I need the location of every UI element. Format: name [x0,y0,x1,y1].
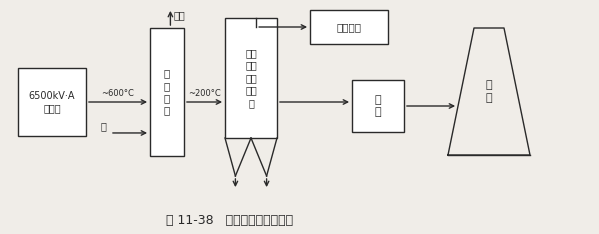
Text: 余
热
锅
炉: 余 热 锅 炉 [164,68,170,116]
Bar [310,10,388,44]
Bar [225,18,277,138]
Text: ~600°C: ~600°C [102,89,134,98]
Text: 6500kV·A
电石炉: 6500kV·A 电石炉 [29,91,75,113]
Bar [18,68,86,136]
Text: 风
机: 风 机 [375,95,382,117]
Text: 图 11-38   电石炉净化工艺流程: 图 11-38 电石炉净化工艺流程 [167,213,294,227]
Text: 蒸汽: 蒸汽 [173,10,185,20]
Text: ~200°C: ~200°C [188,89,221,98]
Text: 清灰装置: 清灰装置 [337,22,362,32]
Text: 烟
囱: 烟 囱 [486,80,492,103]
Bar [150,28,184,156]
Text: 水: 水 [100,121,106,131]
Bar [352,80,404,132]
Text: 长袋
低压
脉冲
除尘
器: 长袋 低压 脉冲 除尘 器 [245,48,257,108]
